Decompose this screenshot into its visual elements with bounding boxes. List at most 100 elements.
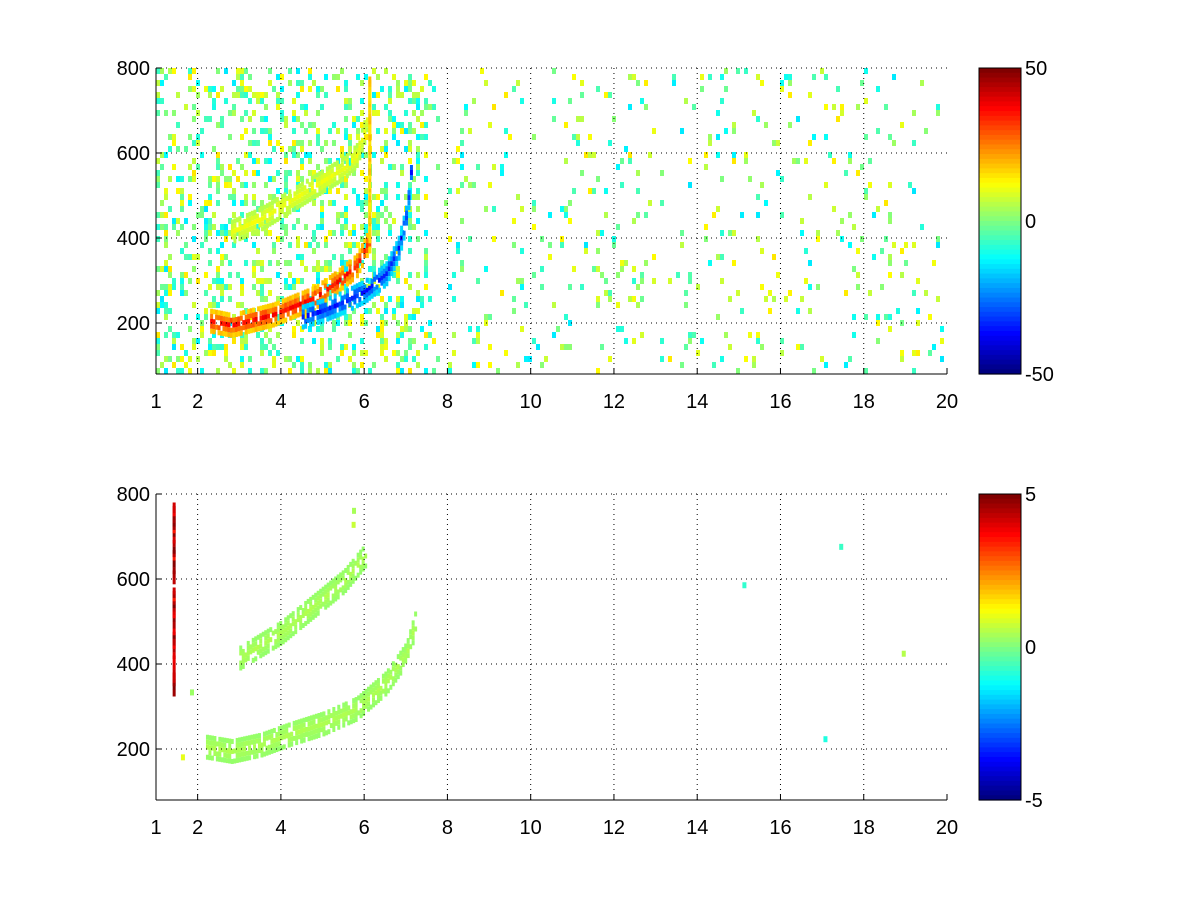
heatmap-cell	[428, 104, 432, 110]
heatmap-cell	[290, 731, 294, 737]
heatmap-cell	[321, 303, 325, 309]
heatmap-cell	[800, 344, 804, 350]
heatmap-cell	[328, 128, 332, 134]
heatmap-cell	[238, 747, 242, 753]
heatmap-cell	[240, 200, 244, 206]
heatmap-cell	[263, 224, 267, 230]
heatmap-cell	[172, 502, 176, 510]
heatmap-cell	[284, 302, 288, 308]
heatmap-cell	[324, 158, 328, 164]
heatmap-cell	[804, 278, 808, 284]
heatmap-cell	[295, 730, 299, 736]
heatmap-cell	[268, 216, 272, 222]
heatmap-cell	[359, 564, 363, 570]
heatmap-cell	[348, 230, 352, 236]
heatmap-cell	[300, 368, 304, 374]
colorbar-step	[979, 134, 1021, 141]
heatmap-cell	[313, 300, 317, 306]
heatmap-cell	[156, 158, 160, 164]
heatmap-cell	[348, 332, 352, 338]
heatmap-cell	[336, 312, 340, 318]
heatmap-cell	[264, 640, 268, 646]
heatmap-cell	[235, 217, 239, 223]
heatmap-cell	[385, 271, 389, 277]
heatmap-cell	[180, 272, 184, 278]
heatmap-cell	[348, 146, 352, 152]
heatmap-cell	[500, 290, 504, 296]
heatmap-cell	[264, 92, 268, 98]
heatmap-cell	[672, 74, 676, 80]
colorbar-step	[979, 790, 1021, 796]
heatmap-cell	[232, 92, 236, 98]
heatmap-cell	[620, 260, 624, 266]
heatmap-cell	[400, 170, 404, 176]
heatmap-cell	[275, 202, 279, 208]
heatmap-cell	[218, 751, 222, 757]
heatmap-cell	[352, 242, 356, 248]
heatmap-cell	[230, 758, 234, 764]
heatmap-cell	[240, 92, 244, 98]
heatmap-cell	[196, 164, 200, 170]
heatmap-cell	[374, 680, 378, 686]
heatmap-cell	[216, 164, 220, 170]
heatmap-cell	[823, 736, 828, 743]
heatmap-cell	[244, 652, 248, 658]
heatmap-cell	[397, 245, 401, 251]
heatmap-cell	[396, 320, 400, 326]
heatmap-cell	[238, 752, 242, 758]
heatmap-cell	[237, 326, 241, 332]
heatmap-cell	[176, 230, 180, 236]
heatmap-cell	[228, 748, 232, 754]
heatmap-cell	[268, 326, 272, 332]
heatmap-cell	[350, 285, 354, 291]
heatmap-cell	[284, 317, 288, 323]
heatmap-cell	[596, 368, 600, 374]
heatmap-cell	[316, 309, 320, 315]
heatmap-cell	[279, 314, 283, 320]
heatmap-cell	[367, 701, 371, 707]
heatmap-cell	[384, 676, 388, 682]
colorbar-step	[979, 527, 1021, 533]
heatmap-cell	[180, 754, 185, 761]
heatmap-cell	[365, 238, 369, 244]
heatmap-cell	[381, 678, 385, 684]
heatmap-cell	[504, 152, 508, 158]
heatmap-cell	[270, 205, 274, 211]
heatmap-cell	[316, 610, 320, 616]
heatmap-cell	[240, 134, 244, 140]
heatmap-cell	[272, 242, 276, 248]
x-tick-label: 14	[686, 817, 708, 839]
heatmap-cell	[244, 657, 248, 663]
heatmap-cell	[404, 658, 408, 664]
heatmap-cell	[372, 68, 376, 74]
heatmap-cell	[264, 278, 268, 284]
heatmap-cell	[301, 324, 305, 330]
heatmap-cell	[888, 272, 892, 278]
heatmap-cell	[242, 310, 246, 316]
colorbar-step	[979, 235, 1021, 241]
heatmap-cell	[156, 368, 160, 374]
heatmap-cell	[412, 110, 416, 116]
heatmap-cell	[864, 68, 868, 74]
heatmap-cell	[327, 714, 331, 720]
heatmap-cell	[252, 182, 256, 188]
heatmap-cell	[212, 324, 216, 330]
heatmap-cell	[318, 171, 322, 177]
heatmap-cell	[528, 356, 532, 362]
heatmap-cell	[888, 218, 892, 224]
heatmap-cell	[912, 242, 916, 248]
heatmap-cell	[868, 290, 872, 296]
heatmap-cell	[238, 226, 242, 232]
heatmap-cell	[230, 738, 234, 744]
heatmap-cell	[760, 344, 764, 350]
heatmap-cell	[324, 589, 328, 595]
heatmap-cell	[244, 110, 248, 116]
heatmap-cell	[341, 570, 345, 576]
heatmap-cell	[359, 713, 363, 719]
heatmap-cell	[350, 295, 354, 301]
heatmap-cell	[281, 303, 285, 309]
heatmap-cell	[252, 272, 256, 278]
heatmap-cell	[387, 271, 391, 277]
colorbar-step	[979, 259, 1021, 265]
